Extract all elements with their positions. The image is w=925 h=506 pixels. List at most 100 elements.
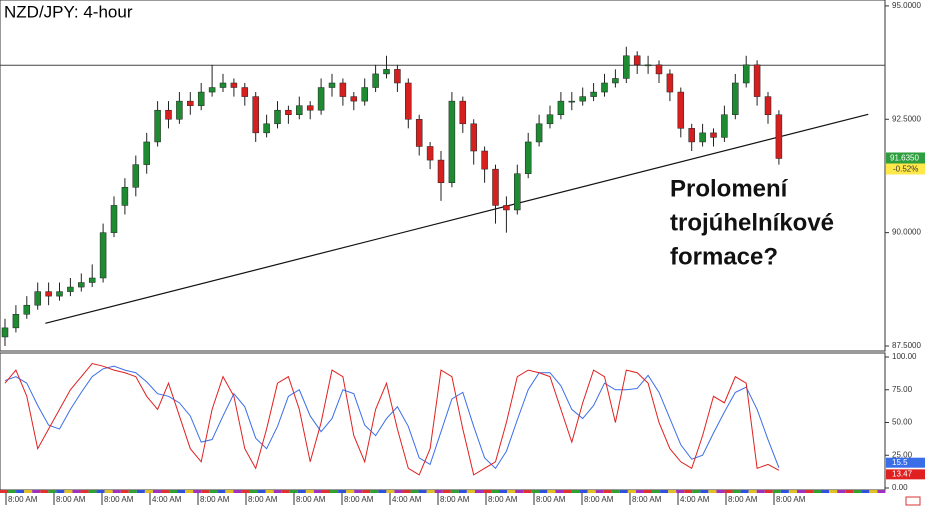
session-strip	[547, 490, 556, 493]
candle-body	[568, 100, 576, 103]
candle-body	[197, 91, 205, 106]
session-strip	[676, 490, 685, 493]
candle-body	[339, 82, 347, 97]
candle-body	[176, 100, 183, 120]
scroll-button[interactable]	[905, 496, 921, 506]
session-strip	[225, 490, 234, 493]
candle-body	[394, 69, 401, 84]
session-strip	[410, 490, 419, 493]
candle-body	[252, 96, 259, 134]
candle-body	[535, 123, 543, 143]
session-strip	[257, 490, 266, 493]
session-strip	[644, 490, 652, 493]
candle-body	[524, 141, 532, 174]
indicator-tag	[886, 469, 925, 480]
session-strip	[716, 490, 725, 493]
y-tick-label: 0.00	[892, 483, 908, 492]
session-strip	[627, 490, 636, 493]
candle-body	[470, 123, 477, 152]
candle-body	[67, 286, 74, 292]
session-strip	[32, 490, 41, 493]
candle-body	[623, 55, 630, 79]
session-strip	[507, 490, 516, 493]
candle-body	[132, 164, 140, 188]
candle-body	[426, 146, 434, 161]
session-strip	[660, 490, 669, 493]
candle-body	[350, 96, 358, 102]
session-strip	[96, 490, 105, 493]
session-strip	[386, 490, 395, 493]
candle-body	[34, 291, 41, 306]
session-strip	[104, 490, 113, 493]
session-strip	[0, 490, 8, 493]
session-strip	[491, 490, 500, 493]
candle-body	[56, 291, 63, 297]
session-strip	[152, 490, 161, 493]
session-strip	[684, 490, 693, 493]
session-strip	[72, 490, 81, 493]
y-tick-label: 95.0000	[892, 1, 921, 10]
candle-body	[775, 114, 783, 159]
candle-body	[742, 64, 750, 84]
annotation: Prolomení trojúhelníkové formace?	[670, 175, 834, 270]
session-strip	[555, 490, 564, 493]
session-strip	[724, 490, 733, 493]
session-strip	[748, 490, 757, 493]
y-tick-label: 87.5000	[892, 341, 921, 350]
session-strip	[80, 490, 89, 493]
candle-body	[644, 64, 652, 67]
session-strip	[273, 490, 282, 493]
session-strip	[450, 490, 459, 493]
candle-body	[655, 64, 663, 75]
session-strip	[692, 490, 701, 493]
x-tick-label: 8:00 AM	[8, 495, 38, 504]
session-strip	[813, 490, 822, 493]
x-tick-label: 8:00 AM	[296, 495, 326, 504]
session-strip	[579, 490, 588, 493]
candle-body	[557, 100, 565, 115]
session-strip	[394, 490, 403, 493]
session-strip	[88, 490, 97, 493]
session-strip	[700, 490, 709, 493]
session-strip	[24, 490, 33, 493]
candle-body	[88, 277, 96, 283]
session-strip	[289, 490, 298, 493]
session-strip	[185, 490, 194, 493]
trendline	[45, 113, 869, 324]
y-tick-label: 75.00	[892, 385, 913, 394]
session-strip	[418, 490, 427, 493]
x-tick-label: 8:00 AM	[200, 495, 230, 504]
candle-body	[437, 159, 445, 184]
candle-body	[12, 314, 20, 329]
last-price-box	[886, 152, 925, 164]
session-strip	[845, 490, 854, 493]
session-strip	[764, 490, 773, 493]
session-strip	[531, 490, 540, 493]
session-strip	[16, 490, 25, 493]
session-strip	[402, 490, 411, 493]
annotation-line: Prolomení	[670, 175, 789, 202]
session-strip	[821, 490, 830, 493]
indicator-tag-label: 13.47	[892, 469, 913, 478]
session-strip	[354, 490, 363, 493]
session-strip	[635, 490, 644, 493]
indicator-tag	[886, 457, 925, 468]
session-strip	[370, 490, 379, 493]
candle-body	[230, 82, 238, 88]
session-strip	[708, 490, 717, 493]
session-strip	[756, 490, 765, 493]
session-strip	[668, 490, 677, 493]
session-strip	[587, 490, 596, 493]
candle-body	[764, 96, 772, 115]
candle-body	[263, 123, 270, 134]
candle-body	[121, 187, 129, 206]
session-strip	[201, 490, 210, 493]
candle-body	[633, 55, 641, 66]
session-strip	[772, 490, 781, 493]
session-strip	[177, 490, 186, 493]
session-strip	[330, 490, 339, 493]
candle-body	[241, 87, 249, 97]
candle-body	[219, 82, 227, 88]
session-strip	[466, 490, 475, 493]
